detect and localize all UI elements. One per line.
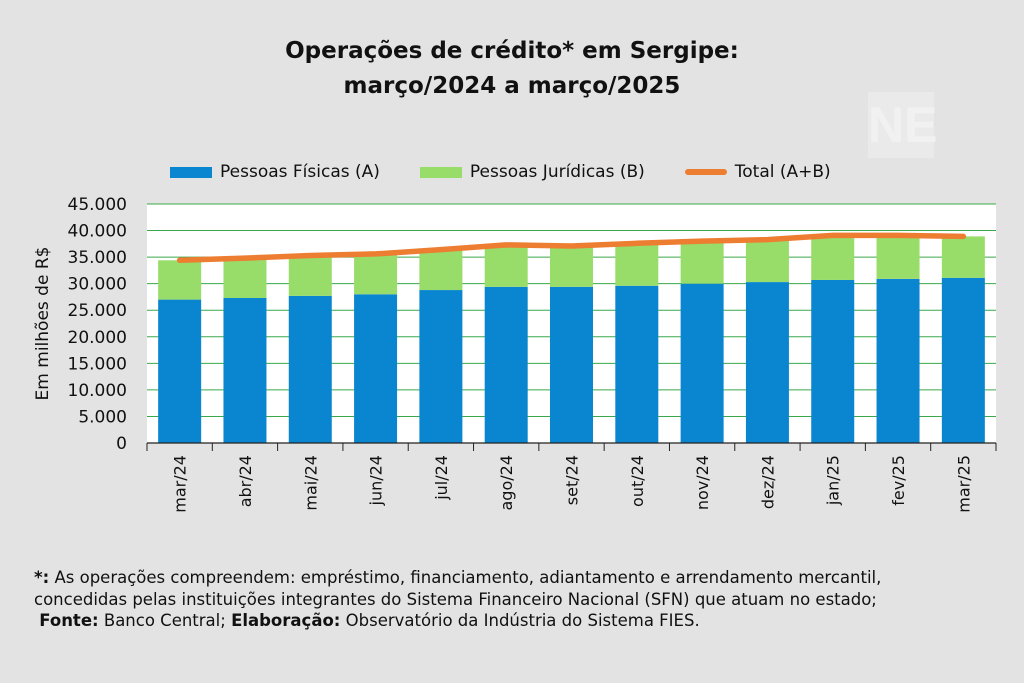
- legend-item-pf: Pessoas Físicas (A): [170, 162, 380, 182]
- legend-item-pj: Pessoas Jurídicas (B): [419, 162, 645, 182]
- x-tick-label: mar/24: [171, 455, 190, 513]
- bar-pj: [419, 249, 463, 291]
- legend-label-total: Total (A+B): [734, 162, 831, 182]
- legend: Pessoas Físicas (A) Pessoas Jurídicas (B…: [170, 160, 871, 184]
- bar-pj: [550, 245, 593, 287]
- x-tick-label: jun/24: [367, 455, 386, 506]
- bar-pf: [680, 283, 724, 443]
- bar-pf: [876, 278, 920, 443]
- y-axis-label: Em milhões de R$: [33, 247, 53, 401]
- footnote-line1: *: As operações compreendem: empréstimo,…: [34, 568, 882, 587]
- y-tick-label: 20.000: [68, 328, 127, 348]
- y-tick-label: 30.000: [68, 275, 127, 295]
- bar-pf: [550, 286, 593, 443]
- bar-pj: [615, 243, 659, 286]
- x-tick-label: out/24: [628, 455, 647, 507]
- line-total: [176, 232, 967, 264]
- bar-pj: [941, 236, 985, 278]
- bar-pj: [811, 235, 855, 280]
- bar-pf: [354, 294, 398, 443]
- legend-label-pf: Pessoas Físicas (A): [220, 162, 380, 182]
- bar-pj: [288, 255, 332, 296]
- bar-pf: [223, 298, 267, 443]
- footnote-source: Fonte: Banco Central; Elaboração: Observ…: [39, 611, 700, 630]
- legend-item-total: Total (A+B): [684, 162, 831, 182]
- bar-pj: [680, 241, 724, 284]
- bar-pf: [811, 279, 855, 443]
- bar-pj: [484, 244, 528, 287]
- footnote-line2: concedidas pelas instituições integrante…: [34, 589, 877, 609]
- bar-pj: [223, 258, 267, 299]
- bar-pf: [941, 277, 985, 443]
- x-tick-label: dez/24: [758, 455, 777, 509]
- footnote: *: As operações compreendem: empréstimo,…: [34, 567, 881, 632]
- bar-pj: [158, 260, 202, 300]
- x-tick-label: abr/24: [236, 455, 255, 507]
- bar-pf: [419, 290, 463, 443]
- bar-pj: [876, 235, 920, 279]
- x-tick-label: mai/24: [301, 455, 320, 511]
- y-tick-label: 40.000: [68, 222, 127, 242]
- bar-pf: [615, 285, 659, 443]
- bar-pf: [484, 286, 528, 443]
- legend-swatch-pf: [170, 166, 212, 178]
- y-tick-label: 15.000: [68, 354, 127, 374]
- x-tick-label: jan/25: [824, 455, 843, 506]
- y-tick-label: 0: [116, 434, 127, 454]
- bar-pj: [745, 239, 789, 283]
- y-tick-label: 10.000: [68, 381, 127, 401]
- y-tick-label: 25.000: [68, 301, 127, 321]
- x-tick-label: fev/25: [889, 455, 908, 506]
- bar-pj: [354, 253, 398, 295]
- watermark-logo: NE: [868, 92, 937, 158]
- bar-pf: [288, 295, 332, 443]
- x-tick-label: set/24: [563, 455, 582, 505]
- bar-pf: [745, 282, 789, 443]
- chart-title-line2: março/2024 a março/2025: [343, 73, 681, 99]
- y-tick-label: 35.000: [68, 248, 127, 268]
- y-tick-label: 45.000: [68, 195, 127, 215]
- x-tick-label: jul/24: [432, 455, 451, 501]
- legend-line-total: [684, 169, 727, 175]
- bar-pf: [158, 299, 202, 443]
- x-tick-label: ago/24: [497, 455, 516, 511]
- legend-label-pj: Pessoas Jurídicas (B): [469, 162, 645, 182]
- chart-area: 0 5.000 10.000 15.000 20.000 25.000 30.000 35.0…: [33, 195, 997, 513]
- y-tick-label: 5.000: [78, 407, 127, 427]
- x-tick-label: nov/24: [693, 455, 712, 510]
- chart-title-line1: Operações de crédito* em Sergipe:: [285, 38, 739, 64]
- x-tick-label: mar/25: [954, 455, 973, 513]
- legend-swatch-pj: [419, 166, 462, 178]
